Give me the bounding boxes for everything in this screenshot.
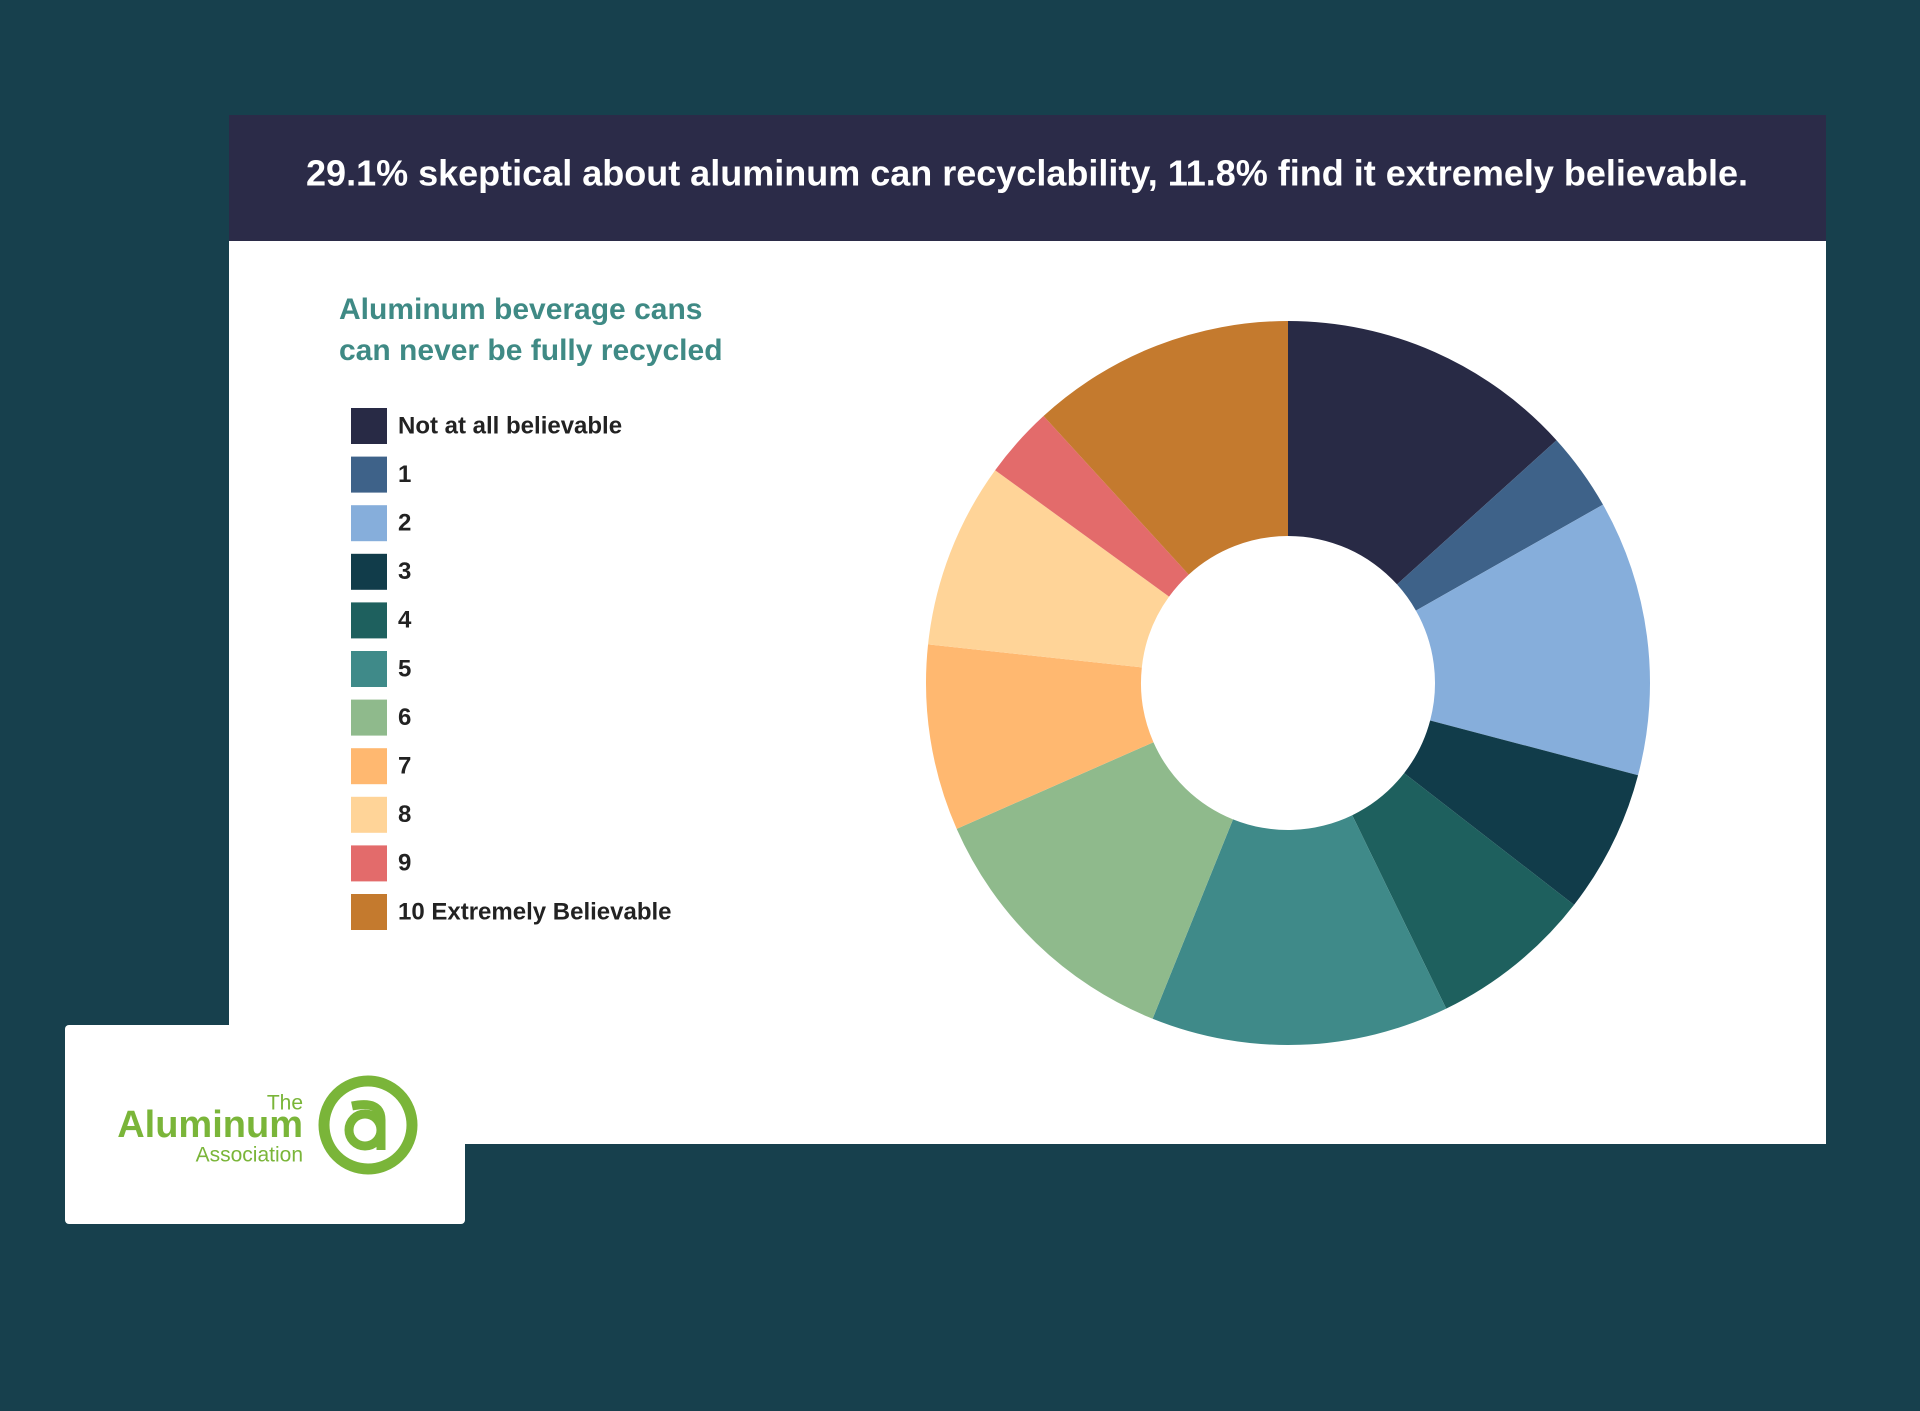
legend-label: 7 bbox=[398, 753, 411, 780]
donut-segment bbox=[1043, 321, 1288, 575]
legend-label: 10 Extremely Believable bbox=[398, 898, 672, 925]
legend-swatch bbox=[351, 845, 387, 882]
logo-text: Aluminum bbox=[117, 1104, 303, 1146]
card-header bbox=[229, 115, 1826, 241]
legend-swatch bbox=[351, 408, 387, 444]
logo-text: Association bbox=[196, 1144, 303, 1167]
legend-swatch bbox=[351, 456, 387, 493]
donut bbox=[925, 321, 1651, 1046]
donut-segment bbox=[925, 644, 1154, 829]
chart-subtitle: Aluminum beverage cans bbox=[339, 293, 702, 326]
legend-swatch bbox=[351, 651, 387, 687]
legend-label: 4 bbox=[398, 607, 412, 634]
donut-segment bbox=[928, 470, 1170, 668]
legend-label: 9 bbox=[398, 850, 411, 877]
legend-label: 6 bbox=[398, 704, 411, 731]
legend-swatch bbox=[351, 505, 387, 542]
legend-label: 8 bbox=[398, 801, 411, 828]
donut-segment bbox=[1152, 815, 1447, 1046]
chart-subtitle: can never be fully recycled bbox=[339, 334, 723, 367]
logo-icon bbox=[351, 1100, 386, 1150]
legend-swatch bbox=[351, 894, 387, 930]
donut-segment bbox=[1288, 321, 1557, 585]
donut-segment bbox=[1404, 720, 1639, 905]
legend-swatch bbox=[351, 699, 387, 736]
legend-swatch bbox=[351, 553, 387, 590]
logo-icon bbox=[318, 1075, 418, 1175]
donut-segment bbox=[1397, 440, 1604, 611]
legend-swatch bbox=[351, 748, 387, 785]
legend: Not at all believable 1 2 3 4 5 6 7 8 9 10 Extreme… bbox=[351, 408, 672, 930]
donut-segment bbox=[1415, 504, 1651, 776]
legend-swatch bbox=[351, 796, 387, 833]
donut-segment bbox=[995, 416, 1189, 597]
legend-label: 1 bbox=[398, 461, 411, 488]
legend-label: Not at all believable bbox=[398, 412, 622, 439]
legend-label: 2 bbox=[398, 510, 411, 537]
donut-segment bbox=[1352, 773, 1575, 1009]
logo-text: The bbox=[267, 1092, 303, 1115]
legend-label: 5 bbox=[398, 655, 411, 682]
legend-swatch bbox=[351, 602, 387, 639]
legend-label: 3 bbox=[398, 558, 411, 585]
donut-segment bbox=[956, 742, 1234, 1019]
chart-title: 29.1% skeptical about aluminum can recyc… bbox=[306, 153, 1748, 194]
